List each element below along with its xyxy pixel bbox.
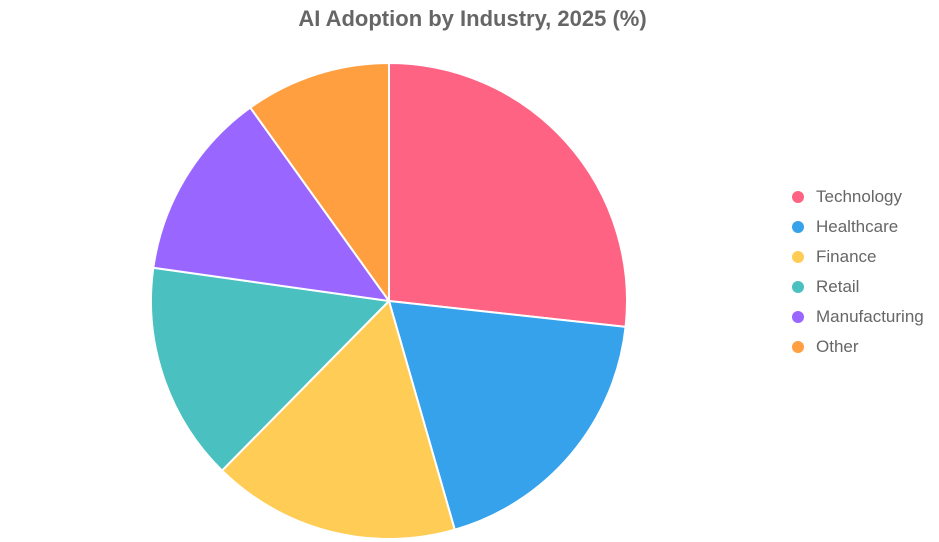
legend-item-technology[interactable]: Technology <box>788 182 924 212</box>
chart-title: AI Adoption by Industry, 2025 (%) <box>298 6 647 31</box>
legend-label: Technology <box>816 187 903 206</box>
legend-swatch <box>792 311 804 323</box>
pie-slice-manufacturing[interactable] <box>152 106 392 303</box>
legend-swatch <box>792 341 804 353</box>
legend-item-finance[interactable]: Finance <box>788 242 924 272</box>
legend-swatch <box>792 221 804 233</box>
pie-slice-finance[interactable] <box>220 299 456 540</box>
pie-slice-retail[interactable] <box>150 266 392 473</box>
chart-legend: Technology Healthcare Finance Retail Manufac… <box>788 182 924 362</box>
legend-item-manufacturing[interactable]: Manufacturing <box>788 302 924 332</box>
pie-slice-other[interactable] <box>248 61 390 305</box>
legend-label: Manufacturing <box>816 307 924 326</box>
legend-swatch <box>792 191 804 203</box>
legend-item-retail[interactable]: Retail <box>788 272 924 302</box>
legend-item-healthcare[interactable]: Healthcare <box>788 212 924 242</box>
legend-item-other[interactable]: Other <box>788 332 924 362</box>
legend-label: Finance <box>816 247 877 266</box>
legend-swatch <box>792 281 804 293</box>
legend-label: Healthcare <box>816 217 899 236</box>
pie-slice-technology[interactable] <box>388 61 628 328</box>
legend-label: Other <box>816 337 859 356</box>
pie-slice-healthcare[interactable] <box>387 299 627 531</box>
legend-label: Retail <box>816 277 860 296</box>
legend-swatch <box>792 251 804 263</box>
